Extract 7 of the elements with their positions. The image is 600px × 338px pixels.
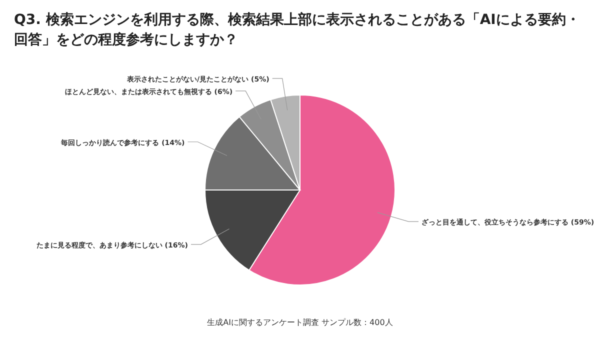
pie-slice [270, 94, 300, 190]
pie-slice [248, 94, 396, 286]
pie-slice [204, 190, 300, 271]
pie-slice [238, 99, 300, 190]
text: 生成AIに関するアンケート調査 サンプル数：400人 [207, 318, 393, 327]
chart-title: Q3. 検索エンジンを利用する際、検索結果上部に表示されることがある「AIによる要約・回答」をどの程度参考にしますか？ [14, 11, 580, 48]
pie-slice [204, 116, 300, 190]
